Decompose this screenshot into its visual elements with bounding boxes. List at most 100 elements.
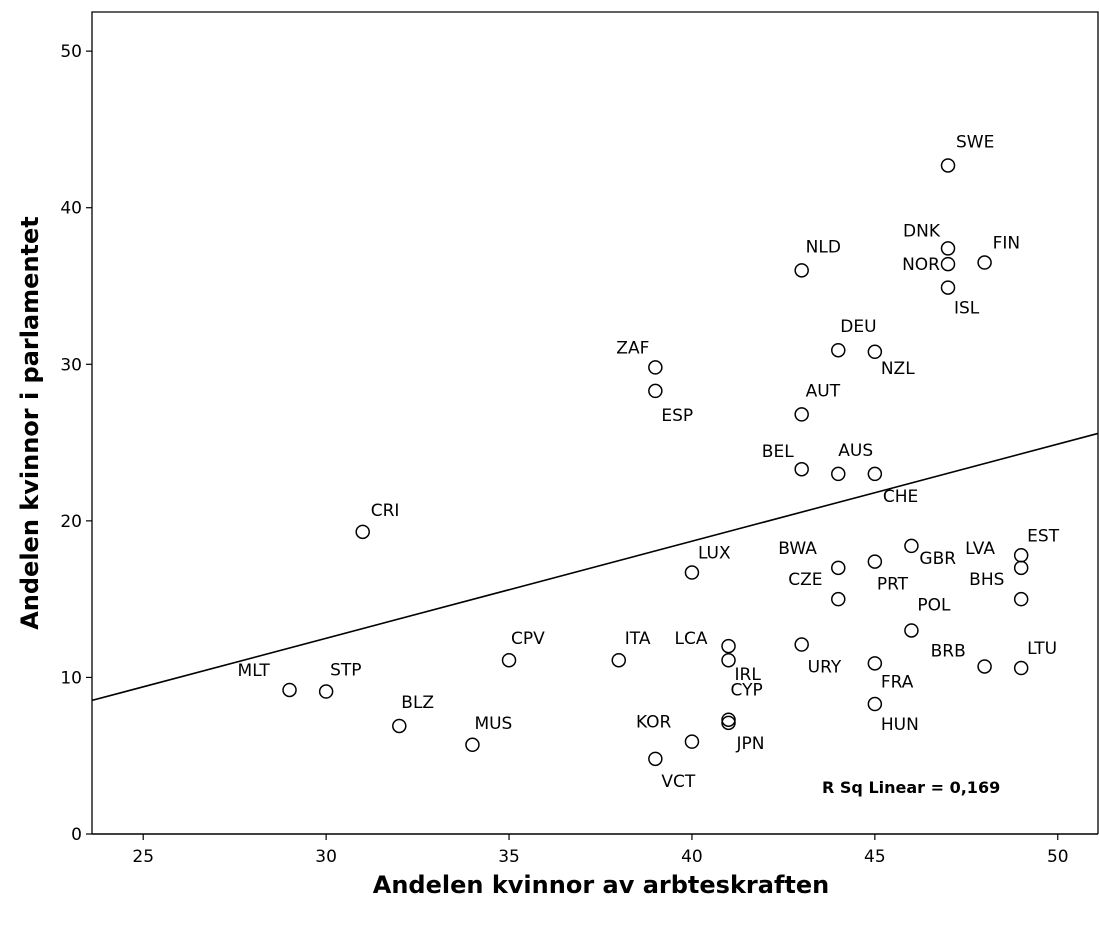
data-point-dnk: DNK: [903, 221, 956, 256]
point-label: SWE: [956, 132, 994, 152]
point-marker: [831, 342, 846, 358]
data-point-jpn: JPN: [721, 715, 765, 754]
point-label: BRB: [931, 641, 966, 661]
plot-frame: [91, 11, 1099, 835]
point-marker: [977, 659, 992, 674]
data-point-aus: AUS: [831, 441, 873, 482]
point-marker: [867, 696, 883, 712]
data-point-mlt: MLT: [238, 661, 297, 698]
point-marker: [392, 718, 407, 734]
point-marker: [977, 255, 992, 270]
data-point-prt: PRT: [867, 554, 909, 595]
point-label: CZE: [788, 570, 822, 590]
data-point-cpv: CPV: [501, 629, 545, 668]
point-label: URY: [808, 658, 842, 678]
point-marker: [940, 158, 956, 173]
point-marker: [831, 560, 846, 576]
data-point-lca: LCA: [675, 629, 736, 654]
point-label: BWA: [778, 539, 817, 559]
point-label: NLD: [806, 237, 841, 257]
data-point-irl: IRL: [721, 652, 762, 685]
point-label: LTU: [1027, 639, 1057, 659]
fit-line-layer: [91, 432, 1099, 702]
point-label: AUS: [838, 441, 873, 461]
data-point-ltu: LTU: [1013, 639, 1057, 676]
x-tick-label: 30: [315, 847, 337, 867]
point-marker: [794, 461, 809, 477]
point-marker: [794, 407, 809, 422]
point-label: IRL: [735, 665, 762, 685]
point-marker: [867, 554, 883, 569]
data-point-brb: BRB: [931, 641, 992, 674]
point-label: PRT: [877, 575, 909, 595]
point-marker: [501, 652, 517, 668]
plot-border: [91, 11, 1099, 834]
point-label: LCA: [675, 629, 708, 649]
y-axis-label: Andelen kvinnor i parlamentet: [16, 216, 44, 630]
x-tick-label: 40: [681, 847, 703, 867]
data-point-fin: FIN: [977, 234, 1020, 270]
point-label: BHS: [969, 570, 1004, 590]
data-point-gbr: GBR: [904, 538, 956, 569]
x-tick-label: 35: [498, 847, 520, 867]
point-label: EST: [1027, 526, 1060, 546]
y-axis: 0 10 20 30 40 50: [60, 42, 92, 845]
point-marker: [684, 565, 700, 580]
data-point-hun: HUN: [867, 696, 919, 735]
point-label: ISL: [954, 299, 980, 319]
data-point-mus: MUS: [465, 714, 512, 753]
point-label: MLT: [238, 661, 271, 681]
y-tick-label: 20: [60, 512, 82, 532]
data-point-nor: NOR: [902, 255, 956, 275]
point-marker: [648, 383, 663, 399]
point-label: DEU: [840, 317, 876, 337]
point-label: LUX: [698, 544, 731, 564]
point-label: GBR: [919, 549, 956, 569]
point-marker: [721, 638, 736, 654]
y-tick-label: 50: [60, 42, 82, 62]
data-point-lva: LVA: [965, 539, 1029, 576]
point-label: KOR: [636, 713, 672, 733]
data-point-ita: ITA: [611, 629, 651, 668]
point-marker: [904, 538, 919, 554]
data-point-che: CHE: [867, 466, 918, 507]
data-point-deu: DEU: [831, 317, 877, 358]
point-marker: [465, 737, 480, 753]
fit-line: [91, 432, 1099, 702]
point-marker: [867, 344, 883, 360]
data-point-lux: LUX: [684, 544, 731, 580]
y-tick-label: 40: [60, 199, 82, 219]
data-point-nld: NLD: [794, 237, 841, 278]
r-squared-annotation: R Sq Linear = 0,169: [822, 778, 1000, 797]
point-marker: [867, 466, 883, 482]
data-point-blz: BLZ: [392, 693, 434, 734]
point-label: AUT: [806, 381, 841, 401]
point-marker: [1013, 660, 1029, 676]
point-label: BLZ: [401, 693, 434, 713]
data-point-cri: CRI: [355, 501, 400, 540]
point-label: CRI: [371, 501, 400, 521]
point-marker: [1013, 591, 1029, 607]
point-marker: [867, 656, 883, 671]
point-label: LVA: [965, 539, 995, 559]
data-point-kor: KOR: [636, 713, 700, 749]
x-axis: 25 30 35 40 45 50: [132, 834, 1069, 867]
data-point-bel: BEL: [762, 442, 809, 477]
point-label: POL: [917, 595, 951, 615]
point-marker: [794, 263, 809, 278]
data-point-est: EST: [1013, 526, 1060, 563]
point-label: MUS: [474, 714, 512, 734]
data-point-pol: POL: [904, 595, 951, 638]
data-point-ury: URY: [794, 637, 842, 678]
data-point-nzl: NZL: [867, 344, 915, 379]
point-label: DNK: [903, 221, 941, 241]
point-marker: [611, 652, 627, 668]
points-layer: SWE DNK FIN NOR ISL NLD DEU NZL ZAF ESP AUT BEL AUS C…: [238, 132, 1060, 791]
data-point-stp: STP: [318, 661, 362, 699]
point-marker: [831, 591, 846, 607]
point-label: VCT: [661, 772, 695, 792]
point-marker: [1013, 548, 1029, 563]
point-marker: [940, 280, 956, 295]
data-point-vct: VCT: [648, 751, 696, 792]
